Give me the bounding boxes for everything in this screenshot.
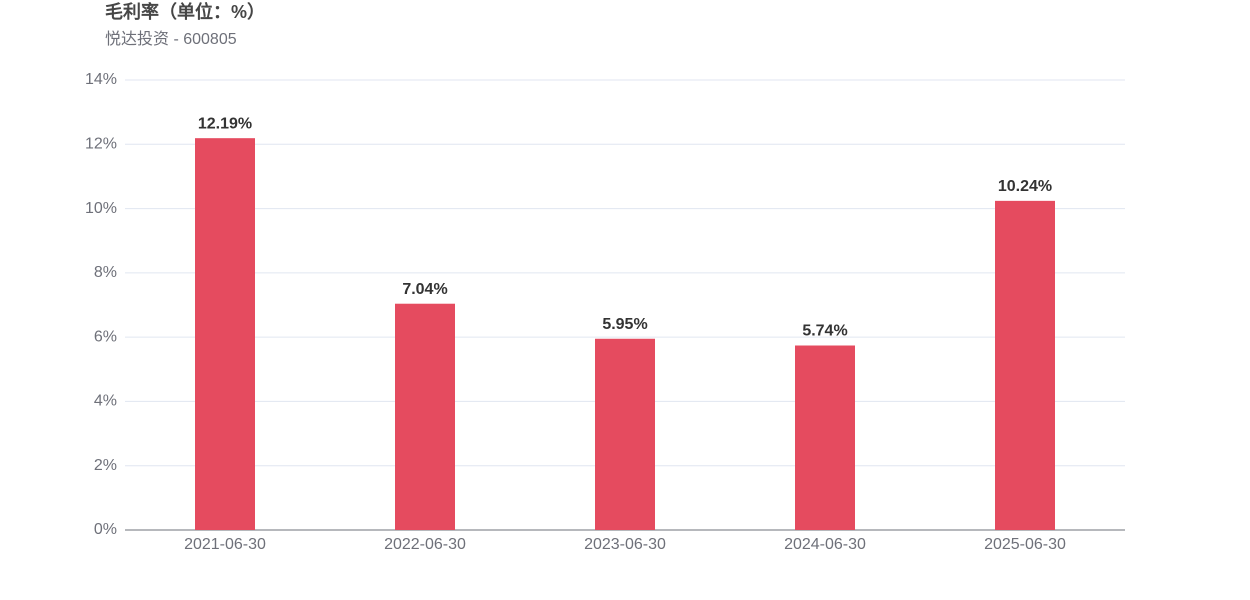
y-tick-label: 0% bbox=[94, 521, 117, 538]
x-tick-label: 2024-06-30 bbox=[784, 536, 866, 553]
bar bbox=[795, 345, 855, 530]
y-tick-label: 14% bbox=[85, 71, 117, 88]
data-label: 7.04% bbox=[402, 281, 447, 298]
chart-subtitle: 悦达投资 - 600805 bbox=[105, 30, 237, 48]
data-label: 5.74% bbox=[802, 323, 847, 340]
y-tick-label: 12% bbox=[85, 136, 117, 153]
x-tick-label: 2022-06-30 bbox=[384, 536, 466, 553]
x-tick-label: 2021-06-30 bbox=[184, 536, 266, 553]
x-tick-label: 2025-06-30 bbox=[984, 536, 1066, 553]
bar bbox=[995, 200, 1055, 530]
bar bbox=[395, 303, 455, 530]
data-label: 5.95% bbox=[602, 316, 647, 333]
data-label: 10.24% bbox=[998, 178, 1052, 195]
chart-title: 毛利率（单位：%） bbox=[105, 1, 265, 22]
x-tick-label: 2023-06-30 bbox=[584, 536, 666, 553]
y-tick-label: 6% bbox=[94, 328, 117, 345]
y-tick-label: 10% bbox=[85, 200, 117, 217]
y-tick-label: 4% bbox=[94, 393, 117, 410]
bar bbox=[195, 138, 255, 530]
y-tick-label: 8% bbox=[94, 264, 117, 281]
bar bbox=[595, 338, 655, 530]
data-label: 12.19% bbox=[198, 115, 252, 132]
y-tick-label: 2% bbox=[94, 457, 117, 474]
